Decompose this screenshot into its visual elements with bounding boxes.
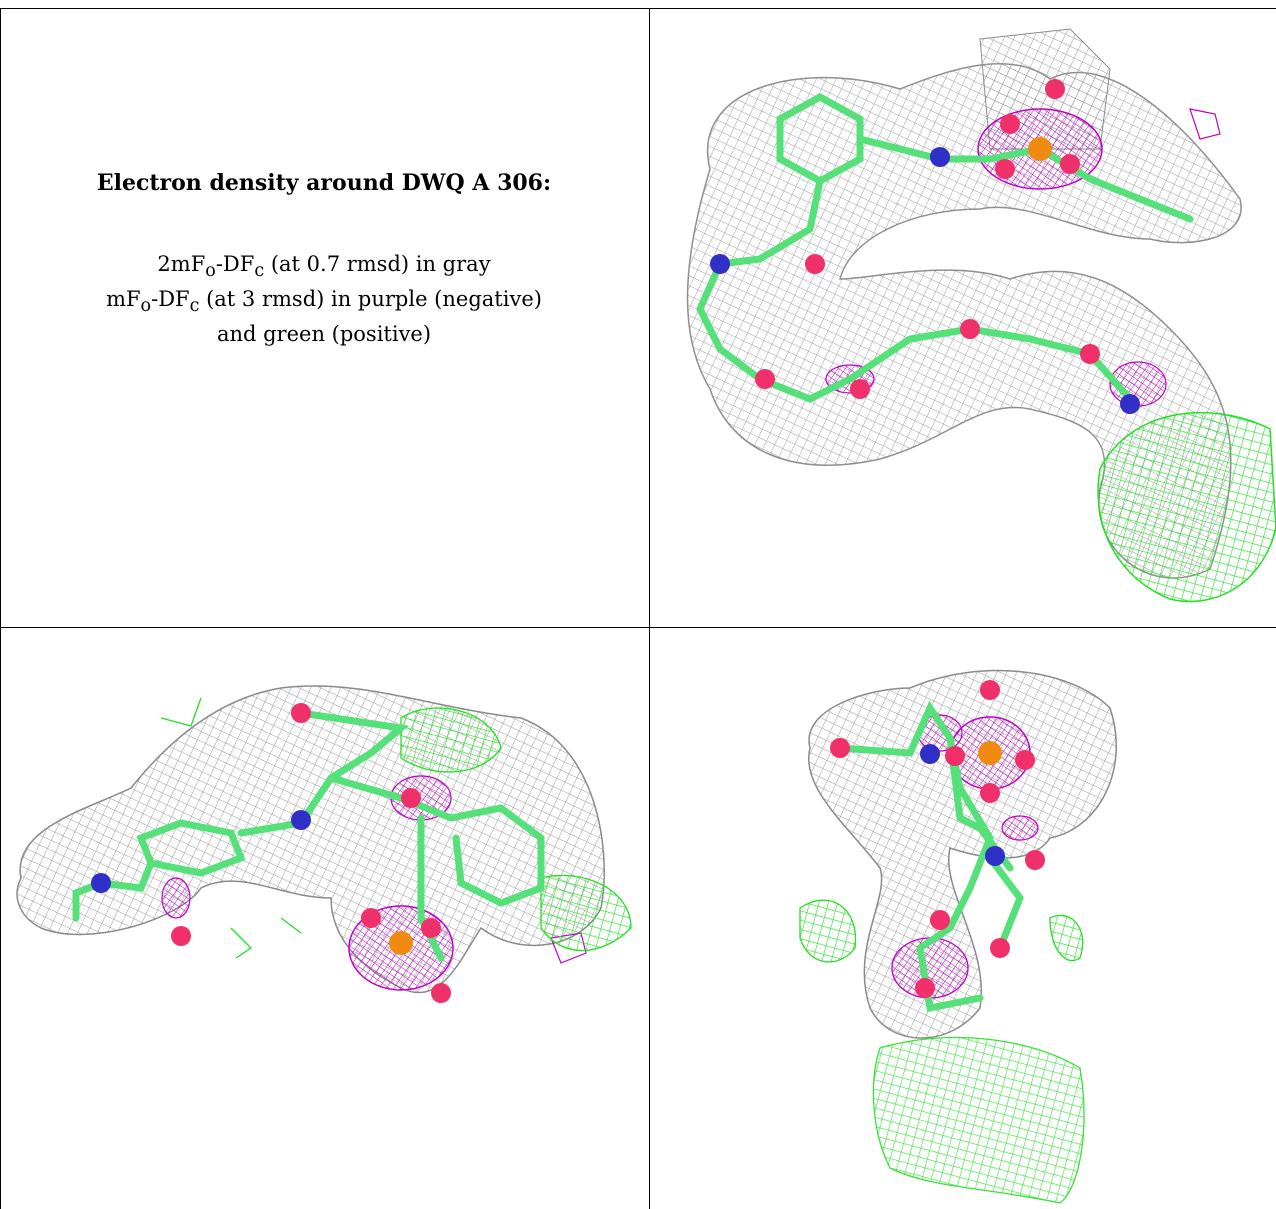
density-map-view-3 bbox=[799, 669, 1118, 1204]
atoms bbox=[91, 703, 451, 1003]
divider-vertical bbox=[649, 8, 650, 1209]
caption-legend: 2mFo-DFc (at 0.7 rmsd) in gray mFo-DFc (… bbox=[14, 250, 634, 348]
legend-line-green: and green (positive) bbox=[216, 322, 432, 347]
legend-line-purple: mFo-DFc (at 3 rmsd) in purple (negative) bbox=[106, 287, 542, 317]
ligand-sticks bbox=[836, 700, 1024, 1013]
green-density-mesh bbox=[160, 697, 632, 959]
legend-line-gray: 2mFo-DFc (at 0.7 rmsd) in gray bbox=[157, 252, 491, 282]
green-density-mesh bbox=[1097, 411, 1276, 603]
density-map-view-1 bbox=[686, 28, 1276, 603]
gray-density-mesh bbox=[807, 669, 1118, 1039]
border-left bbox=[0, 8, 1, 1209]
border-top bbox=[0, 8, 1276, 9]
ligand-sticks bbox=[696, 93, 1194, 403]
gray-density-mesh bbox=[16, 685, 605, 994]
atoms bbox=[710, 79, 1140, 414]
green-density-mesh bbox=[799, 899, 1085, 1204]
caption: Electron density around DWQ A 306: 2mFo-… bbox=[14, 170, 634, 348]
divider-horizontal bbox=[0, 627, 1276, 628]
atoms bbox=[830, 680, 1045, 998]
density-map-view-2 bbox=[16, 685, 632, 1003]
caption-title: Electron density around DWQ A 306: bbox=[96, 170, 552, 196]
